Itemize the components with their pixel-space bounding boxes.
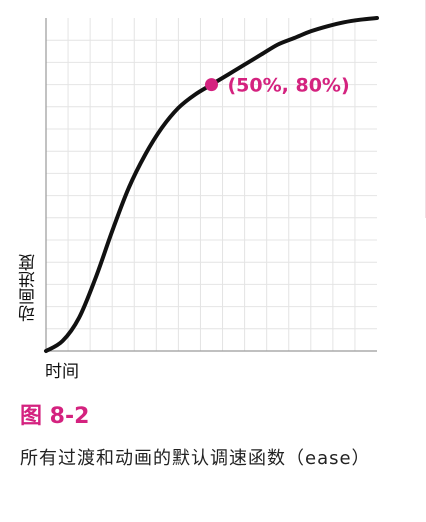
annotation-label: (50%, 80%) bbox=[228, 75, 350, 97]
figure-caption: 所有过渡和动画的默认调速函数（ease） bbox=[20, 443, 420, 475]
chart: (50%, 80%) bbox=[0, 0, 426, 390]
y-axis-label: 动画进度 bbox=[19, 254, 41, 322]
series-line-0 bbox=[46, 18, 377, 351]
x-axis-label: 时间 bbox=[45, 357, 79, 382]
figure-number: 图 8-2 bbox=[20, 398, 89, 430]
annotation-point bbox=[205, 78, 218, 91]
